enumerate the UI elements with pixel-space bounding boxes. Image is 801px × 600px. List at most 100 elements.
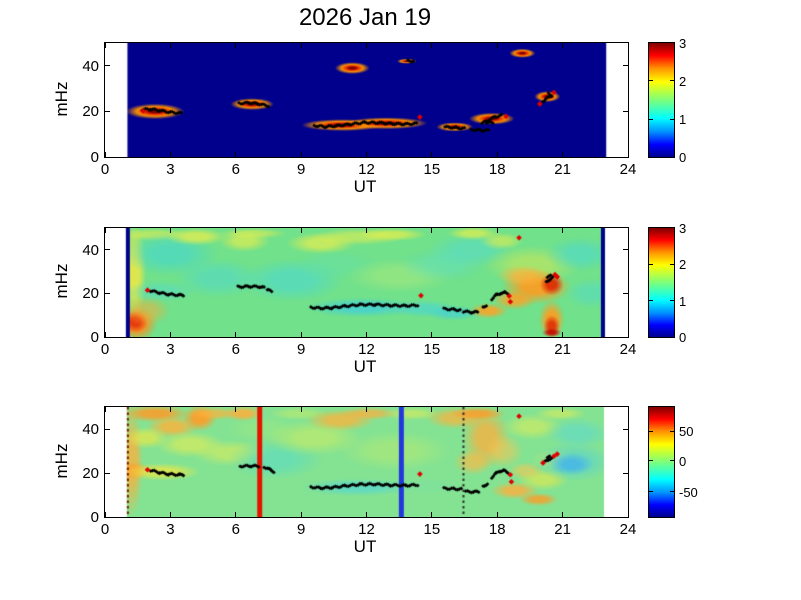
x-tick (562, 332, 564, 337)
spectrogram-panel-middle: 0 3 6 9 12 15 18 21 24 0 20 40 (82, 227, 636, 358)
x-tick (300, 512, 302, 517)
x-tick (300, 152, 302, 157)
y-tick (105, 249, 110, 251)
x-tick (104, 407, 106, 412)
xlabel-top: UT (353, 177, 377, 196)
x-tick-label: 0 (100, 161, 110, 178)
x-tick (627, 512, 629, 517)
colorbar-tick (649, 263, 653, 265)
y-tick (105, 336, 110, 338)
colorbar-tick (649, 430, 653, 432)
x-tick (169, 512, 171, 517)
y-tick (623, 249, 628, 251)
x-tick (169, 152, 171, 157)
colorbar-middle: 3 2 1 0 (648, 221, 686, 345)
y-tick (105, 156, 110, 158)
jet-gradient (649, 407, 674, 517)
x-tick (496, 228, 498, 233)
x-tick-label: 3 (166, 341, 175, 358)
x-tick-label: 12 (358, 521, 375, 538)
x-tick (366, 228, 367, 233)
colorbar-tick-label: 0 (679, 330, 687, 345)
colorbar-tick-label: -50 (679, 484, 698, 500)
x-tick-label: 3 (166, 521, 175, 538)
x-tick-label: 9 (296, 521, 306, 538)
colorbar-tick-label: 1 (679, 293, 687, 309)
x-tick (431, 512, 433, 517)
ylabel-middle: mHz (52, 263, 71, 299)
colorbar-tick (670, 118, 674, 120)
x-tick (627, 152, 629, 157)
y-tick-label: 20 (82, 285, 99, 303)
x-tick (431, 152, 433, 157)
x-tick-label: 6 (231, 161, 240, 178)
x-tick-label: 12 (358, 341, 375, 358)
y-tick (105, 110, 110, 112)
colorbar-tick (670, 491, 674, 493)
x-tick (627, 43, 629, 48)
y-tick (105, 65, 110, 67)
x-tick-label: 18 (488, 161, 506, 178)
y-tick (623, 110, 628, 112)
x-tick-label: 24 (619, 161, 637, 178)
y-tick (105, 516, 110, 518)
y-tick (623, 292, 628, 294)
colorbar-tick-label: 1 (679, 112, 687, 128)
colorbar-tick-label: 2 (679, 257, 687, 273)
x-tick-label: 21 (554, 341, 571, 358)
x-tick (300, 43, 302, 48)
y-tick (105, 292, 110, 294)
x-tick-label: 21 (554, 521, 571, 538)
x-tick (366, 512, 367, 517)
x-tick (496, 152, 498, 157)
x-tick (235, 512, 237, 517)
x-tick-label: 24 (619, 341, 637, 358)
x-tick (169, 228, 171, 233)
xlabel-middle: UT (353, 357, 377, 376)
colorbar-bottom: 50 0 -50 (648, 406, 698, 518)
colorbar-tick (649, 118, 653, 120)
y-tick-label: 40 (82, 57, 99, 75)
x-tick-label: 9 (296, 161, 306, 178)
colorbar-tick (649, 300, 653, 302)
x-tick-label: 12 (358, 161, 375, 178)
x-tick (366, 407, 367, 412)
x-tick (104, 152, 106, 157)
colorbar-tick (670, 263, 674, 265)
colorbar-tick-label: 3 (679, 221, 687, 236)
x-tick (169, 407, 171, 412)
x-tick (562, 407, 564, 412)
colorbar-tick (649, 80, 653, 82)
x-tick (235, 332, 237, 337)
spectrogram-panel-bottom: 0 3 6 9 12 15 18 21 24 0 20 40 (82, 406, 636, 538)
jet-gradient (649, 43, 674, 157)
x-tick (366, 43, 367, 48)
x-tick-label: 3 (166, 161, 175, 178)
colorbar-tick-label: 0 (679, 453, 687, 469)
colorbar-tick-label: 3 (679, 36, 687, 51)
x-tick (235, 228, 237, 233)
x-tick (496, 43, 498, 48)
y-tick (623, 156, 628, 158)
x-tick (627, 407, 629, 412)
x-tick (562, 512, 564, 517)
x-tick (235, 407, 237, 412)
x-tick (235, 152, 237, 157)
y-tick-label: 20 (82, 103, 99, 121)
x-tick-label: 18 (488, 341, 506, 358)
x-tick (366, 332, 367, 337)
x-tick-label: 0 (100, 521, 110, 538)
x-tick (366, 152, 367, 157)
y-tick-label: 0 (90, 329, 99, 346)
ylabel-top: mHz (52, 81, 71, 117)
x-tick (627, 228, 629, 233)
x-tick (169, 43, 171, 48)
x-tick (104, 512, 106, 517)
x-tick-label: 24 (619, 521, 637, 538)
y-tick-label: 40 (82, 241, 99, 259)
colorbar-top: 3 2 1 0 (648, 36, 686, 165)
y-tick-label: 0 (90, 149, 99, 166)
x-tick-label: 21 (554, 161, 571, 178)
y-tick (623, 336, 628, 338)
x-tick (104, 228, 106, 233)
